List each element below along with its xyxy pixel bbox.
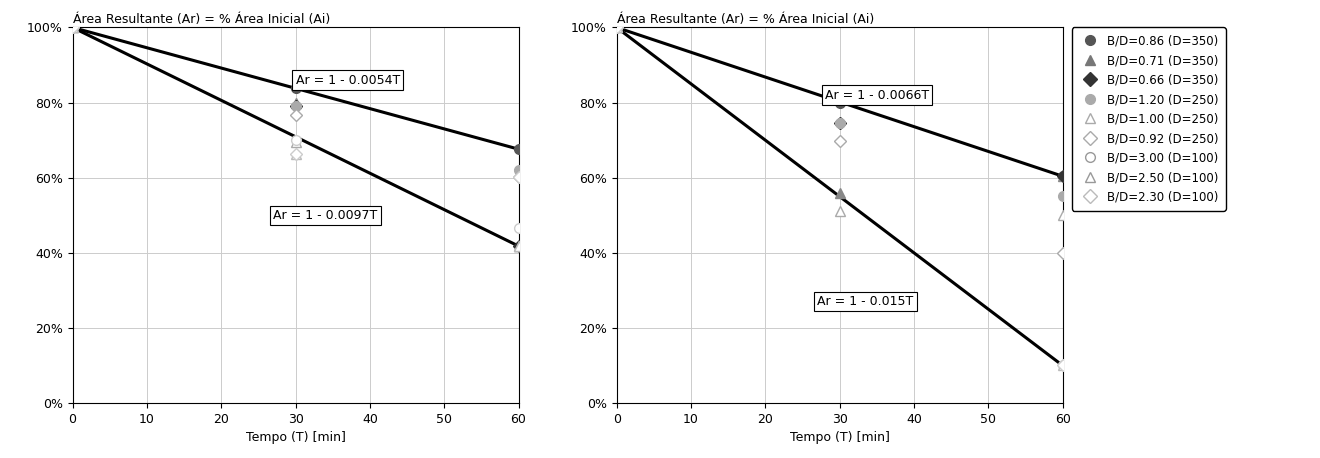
Text: Área Resultante (Ar) = % Área Inicial (Ai): Área Resultante (Ar) = % Área Inicial (A… [73,13,330,26]
X-axis label: Tempo (T) [min]: Tempo (T) [min] [246,431,346,444]
Text: Área Resultante (Ar) = % Área Inicial (Ai): Área Resultante (Ar) = % Área Inicial (A… [616,13,874,26]
Text: Ar = 1 - 0.0054T: Ar = 1 - 0.0054T [296,74,400,87]
Legend: B/D=0.86 (D=350), B/D=0.71 (D=350), B/D=0.66 (D=350), B/D=1.20 (D=250), B/D=1.00: B/D=0.86 (D=350), B/D=0.71 (D=350), B/D=… [1072,27,1225,211]
Text: Ar = 1 - 0.0097T: Ar = 1 - 0.0097T [273,209,378,222]
X-axis label: Tempo (T) [min]: Tempo (T) [min] [789,431,890,444]
Text: Ar = 1 - 0.0066T: Ar = 1 - 0.0066T [825,88,929,102]
Text: Ar = 1 - 0.015T: Ar = 1 - 0.015T [817,295,913,308]
